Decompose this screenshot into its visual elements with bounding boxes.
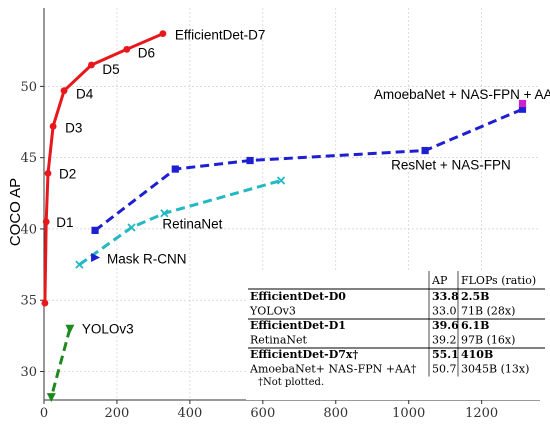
- point-label-retinanet: RetinaNet: [162, 216, 222, 231]
- data-point-amoebanet-nas-fpn-aa: [421, 146, 429, 155]
- data-point-efficientdet-d7: [49, 122, 57, 130]
- data-point-efficientdet-d7: [42, 218, 50, 226]
- data-point-efficientdet-d7: [159, 30, 167, 38]
- table-cell-model: AmoebaNet+ NAS-FPN +AA†: [249, 363, 417, 376]
- y-tick-label: 35: [20, 294, 37, 309]
- series-line-retinanet: [78, 179, 282, 266]
- data-point-efficientdet-d7: [44, 169, 52, 177]
- series-efficientdet-d7: [41, 30, 167, 307]
- data-point-amoebanet-nas-fpn-aa: [171, 165, 179, 173]
- table-cell-ap: 33.8: [432, 290, 459, 303]
- table-cell-flops: 97B (16x): [461, 334, 515, 347]
- x-tick-label: 800: [323, 406, 348, 421]
- y-tick-label: 30: [20, 365, 37, 380]
- data-point-efficientdet-d7: [60, 87, 68, 95]
- series-line-yolov3: [49, 328, 72, 398]
- x-tick-label: 400: [177, 406, 202, 421]
- point-label-d5: D5: [102, 62, 119, 77]
- series: [41, 30, 527, 403]
- table-background: [246, 270, 545, 400]
- x-tick-label: 200: [105, 406, 130, 421]
- data-point-efficientdet-d7: [41, 299, 49, 307]
- y-tick-label: 50: [20, 80, 37, 95]
- x-tick-label: 1000: [392, 406, 425, 421]
- table-cell-model: EfficientDet-D7x†: [250, 348, 358, 361]
- point-labels: D1 D2 D3 D4 D5 D6 EfficientDet-D7 ResNet + NAS-…: [56, 28, 550, 337]
- point-label-d4: D4: [76, 87, 94, 102]
- data-point-yolov3: [46, 393, 56, 403]
- table-cell-ap: 33.0: [432, 305, 457, 318]
- data-point-retinanet: [160, 209, 169, 218]
- y-tick-label: 40: [20, 222, 37, 237]
- data-point-retinanet: [127, 223, 136, 232]
- table-cell-model: YOLOv3: [249, 305, 296, 318]
- table-footnote: †Not plotted.: [258, 377, 324, 388]
- series-retinanet: [75, 176, 286, 269]
- table-cell-ap: 39.2: [432, 334, 457, 347]
- table-cell-ap: 39.6: [432, 319, 459, 332]
- series-line-efficientdet-d7: [43, 32, 164, 304]
- x-tick-label: 1200: [465, 406, 498, 421]
- point-label-d2: D2: [59, 166, 76, 181]
- x-tick-label: 600: [250, 406, 275, 421]
- point-label-d1: D1: [56, 215, 73, 230]
- data-point-efficientdet-d7: [88, 61, 95, 69]
- x-tick-label: 0: [40, 406, 48, 421]
- point-label-amoebanet-nas-fpn-aa: AmoebaNet + NAS-FPN + AA: [374, 87, 550, 102]
- table-cell-model: RetinaNet: [250, 334, 308, 347]
- data-point-amoebanet-nas-fpn-aa: [518, 105, 527, 113]
- table-cell-flops: 71B (28x): [461, 305, 515, 318]
- point-label-yolov3: YOLOv3: [82, 322, 134, 337]
- axes: 0 200 400 600 800 1000 1200 30 35 40 45 50: [20, 8, 540, 421]
- series-mask-r-cnn: [91, 252, 101, 262]
- table-cell-model: EfficientDet-D1: [250, 319, 346, 332]
- data-point-retinanet: [75, 260, 84, 269]
- data-point-amoebanet-nas-fpn-aa: [91, 226, 99, 234]
- table-cell-model: EfficientDet-D0: [250, 290, 346, 303]
- table-header: FLOPs (ratio): [461, 274, 536, 287]
- data-point-yolov3: [65, 324, 75, 334]
- data-point-amoebanet-nas-fpn-aa: [246, 156, 254, 165]
- point-label-efficientdet-d7: EfficientDet-D7: [175, 28, 266, 43]
- data-point-efficientdet-d7: [123, 45, 131, 53]
- table-cell-flops: 410B: [461, 348, 493, 361]
- extra-marker: [518, 99, 527, 108]
- series-amoebanet-nas-fpn-aa: [91, 105, 527, 234]
- y-tick-label: 45: [20, 151, 37, 166]
- data-point-mask-r-cnn: [91, 252, 101, 262]
- point-label-d3: D3: [65, 120, 82, 135]
- point-label-resnet-nas-fpn: ResNet + NAS-FPN: [391, 158, 511, 173]
- data-point-retinanet: [276, 176, 286, 185]
- table-cell-ap: 50.7: [432, 363, 457, 376]
- table-cell-ap: 55.1: [432, 348, 459, 361]
- y-axis-title: COCO AP: [7, 178, 24, 246]
- table-cell-flops: 3045B (13x): [461, 363, 529, 376]
- point-label-d6: D6: [138, 45, 155, 60]
- comparison-table: AP FLOPs (ratio) EfficientDet-D0 33.8 2.5B YO…: [246, 270, 545, 400]
- table-cell-flops: 6.1B: [461, 319, 489, 332]
- series-yolov3: [46, 324, 75, 403]
- table-cell-flops: 2.5B: [461, 290, 489, 303]
- point-label-mask-r-cnn: Mask R-CNN: [107, 251, 187, 266]
- table-header: AP: [431, 274, 448, 287]
